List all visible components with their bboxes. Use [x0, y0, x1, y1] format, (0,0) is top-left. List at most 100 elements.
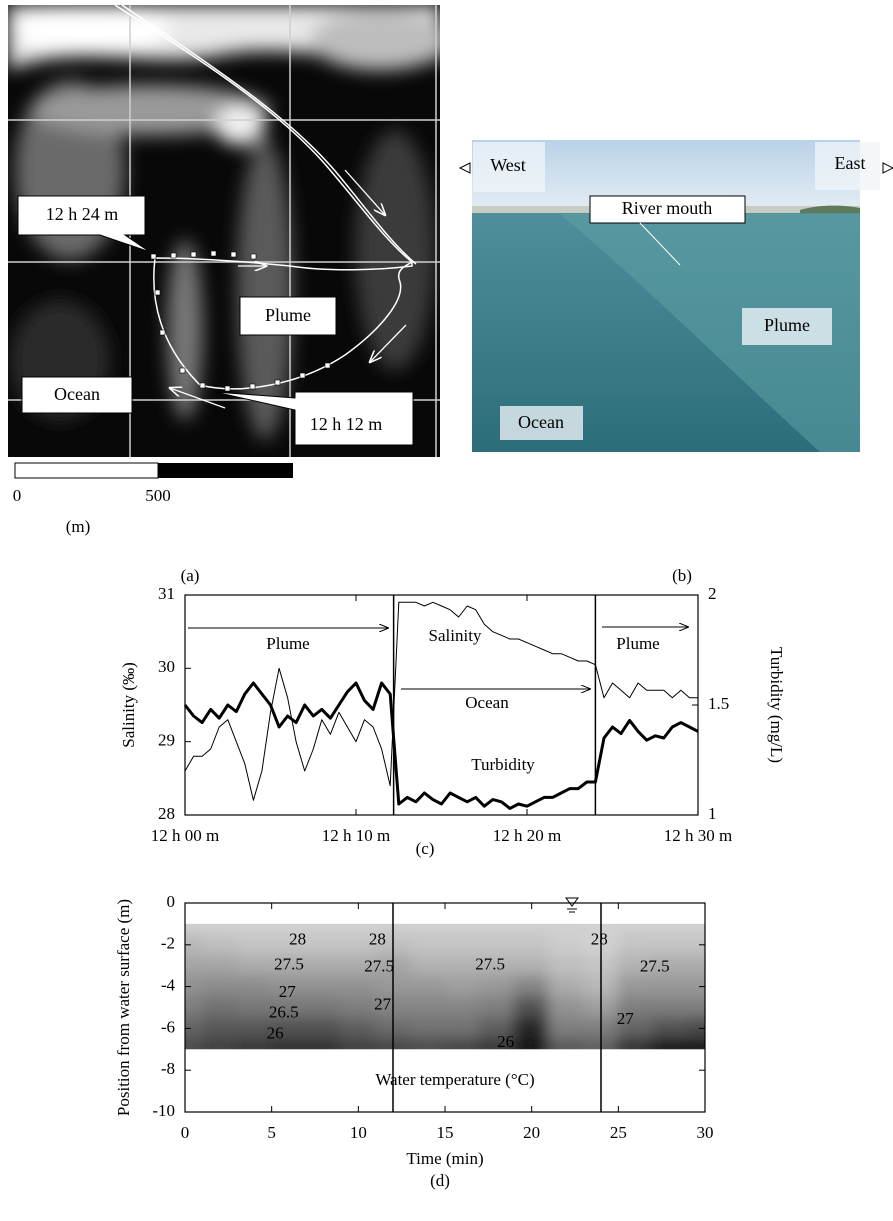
- contour-cell: [444, 923, 481, 936]
- contour-label: 26: [267, 1024, 284, 1043]
- y-tick-label: 31: [158, 584, 175, 603]
- x-tick-label: 15: [437, 1123, 454, 1142]
- contour-cell: [686, 975, 705, 999]
- contour-label: 26.5: [269, 1003, 299, 1022]
- contour-label: 28: [289, 930, 306, 949]
- x-tick-label: 12 h 30 m: [664, 826, 732, 845]
- contour-cell: [409, 1016, 446, 1040]
- y-tick-label: -4: [161, 976, 176, 995]
- y-axis-label: Position from water surface (m): [114, 899, 133, 1116]
- contour-cell: [444, 1016, 481, 1040]
- contour-cell: [478, 996, 516, 1019]
- annotation: Plume: [266, 634, 309, 653]
- contour-cell: [409, 923, 446, 936]
- series-label: Salinity: [429, 626, 482, 645]
- contour-cell: [513, 954, 550, 978]
- contour-cell: [340, 1037, 377, 1050]
- contour-cell: [652, 923, 689, 936]
- contour-cell: [548, 975, 585, 999]
- contour-cell: [340, 933, 377, 957]
- contour-cell: [513, 975, 550, 999]
- contour-cell: [652, 954, 689, 978]
- contour-label: 27: [279, 982, 297, 1001]
- contour-cell: [305, 1016, 342, 1040]
- contour-cell: [236, 933, 273, 957]
- y-tick-label: 0: [167, 892, 176, 911]
- contour-cell: [409, 975, 446, 999]
- contour-cell: [513, 1037, 550, 1050]
- image-label: Plume: [265, 305, 311, 325]
- x-tick-label: 20: [523, 1123, 540, 1142]
- track-arrows: [188, 627, 688, 689]
- contour-cell: [478, 1037, 516, 1050]
- photo-label: East: [835, 153, 866, 173]
- contour-cell: [201, 954, 238, 978]
- contour-label: 27.5: [274, 955, 304, 974]
- contour-cell: [617, 923, 654, 936]
- contour-cell: [686, 1037, 705, 1050]
- series-line: [183, 681, 699, 810]
- contour-cell: [444, 954, 481, 978]
- x-tick-label: 10: [350, 1123, 367, 1142]
- contour-cell: [409, 954, 446, 978]
- contour-cell: [409, 996, 446, 1019]
- y2-tick-label: 2: [708, 584, 717, 603]
- contour-cell: [305, 933, 342, 957]
- label-box: [742, 308, 832, 345]
- contour-cell: [201, 1016, 238, 1040]
- contour-cell: [617, 954, 654, 978]
- contour-field: [185, 923, 705, 1050]
- contour-cell: [548, 1037, 585, 1050]
- label-box: [239, 296, 337, 336]
- photo-label: Ocean: [518, 412, 564, 432]
- label-box: [500, 406, 583, 440]
- contour-cell: [185, 933, 204, 957]
- contour-cell: [236, 1037, 273, 1050]
- x-tick-label: 0: [181, 1123, 190, 1142]
- contour-cell: [236, 975, 273, 999]
- contour-cell: [444, 933, 481, 957]
- x-tick-label: 12 h 20 m: [493, 826, 561, 845]
- y-tick-label: -10: [152, 1101, 175, 1120]
- annotation: Ocean: [465, 693, 509, 712]
- annotation: Plume: [616, 634, 659, 653]
- image-label: Ocean: [54, 384, 100, 404]
- y2-tick-label: 1.5: [708, 694, 729, 713]
- contour-cell: [686, 923, 705, 936]
- contour-label: 27: [374, 994, 392, 1013]
- contour-cell: [686, 954, 705, 978]
- label-box: [473, 142, 545, 192]
- contour-cell: [617, 1016, 654, 1040]
- contour-cell: [617, 933, 654, 957]
- contour-cell: [513, 923, 550, 936]
- y-tick-label: -8: [161, 1059, 175, 1078]
- contour-cell: [270, 923, 308, 936]
- contour-cell: [185, 996, 204, 1019]
- callout-box: [17, 195, 151, 253]
- contour-cell: [652, 975, 689, 999]
- y-tick-label: -6: [161, 1017, 175, 1036]
- flow-arrows: [170, 169, 407, 409]
- contour-cell: [513, 1016, 550, 1040]
- contour-cell: [185, 1016, 204, 1040]
- contour-cell: [340, 1016, 377, 1040]
- photo-label: Plume: [764, 315, 810, 335]
- contour-cell: [478, 1016, 516, 1040]
- contour-cell: [185, 975, 204, 999]
- contour-cell: [652, 996, 689, 1019]
- contour-cell: [652, 1016, 689, 1040]
- contour-label: 28: [369, 930, 386, 949]
- contour-cell: [444, 975, 481, 999]
- pointer-line: [639, 222, 681, 266]
- contour-cell: [652, 1037, 689, 1050]
- contour-cell: [548, 923, 585, 936]
- label-box: [21, 376, 133, 414]
- contour-cell: [617, 975, 654, 999]
- contour-label: 27.5: [364, 957, 394, 976]
- contour-cell: [548, 996, 585, 1019]
- contour-cell: [185, 954, 204, 978]
- contour-cell: [185, 923, 204, 936]
- panel-caption: (d): [430, 1171, 450, 1190]
- contour-cell: [305, 1037, 342, 1050]
- contour-cell: [513, 933, 550, 957]
